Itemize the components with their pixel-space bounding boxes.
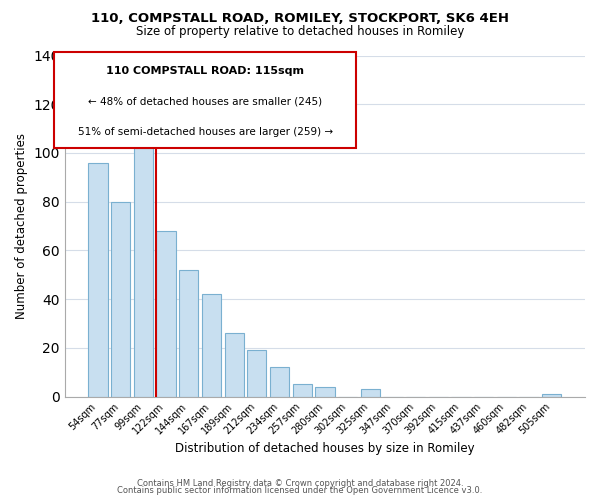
Bar — [157, 231, 176, 396]
Bar — [224, 333, 244, 396]
Bar — [134, 148, 153, 396]
Bar — [315, 387, 335, 396]
Text: Contains HM Land Registry data © Crown copyright and database right 2024.: Contains HM Land Registry data © Crown c… — [137, 478, 463, 488]
Text: Contains public sector information licensed under the Open Government Licence v3: Contains public sector information licen… — [118, 486, 482, 495]
Text: 110 COMPSTALL ROAD: 115sqm: 110 COMPSTALL ROAD: 115sqm — [106, 66, 304, 76]
X-axis label: Distribution of detached houses by size in Romiley: Distribution of detached houses by size … — [175, 442, 475, 455]
Bar — [270, 368, 289, 396]
Bar — [202, 294, 221, 396]
Bar — [247, 350, 266, 397]
Bar — [293, 384, 312, 396]
Text: ← 48% of detached houses are smaller (245): ← 48% of detached houses are smaller (24… — [88, 96, 322, 106]
Bar — [361, 390, 380, 396]
FancyBboxPatch shape — [55, 52, 356, 148]
Bar — [88, 162, 108, 396]
Bar — [111, 202, 130, 396]
Text: Size of property relative to detached houses in Romiley: Size of property relative to detached ho… — [136, 25, 464, 38]
Bar — [542, 394, 562, 396]
Text: 110, COMPSTALL ROAD, ROMILEY, STOCKPORT, SK6 4EH: 110, COMPSTALL ROAD, ROMILEY, STOCKPORT,… — [91, 12, 509, 26]
Text: 51% of semi-detached houses are larger (259) →: 51% of semi-detached houses are larger (… — [77, 127, 333, 137]
Bar — [179, 270, 199, 396]
Y-axis label: Number of detached properties: Number of detached properties — [15, 133, 28, 319]
